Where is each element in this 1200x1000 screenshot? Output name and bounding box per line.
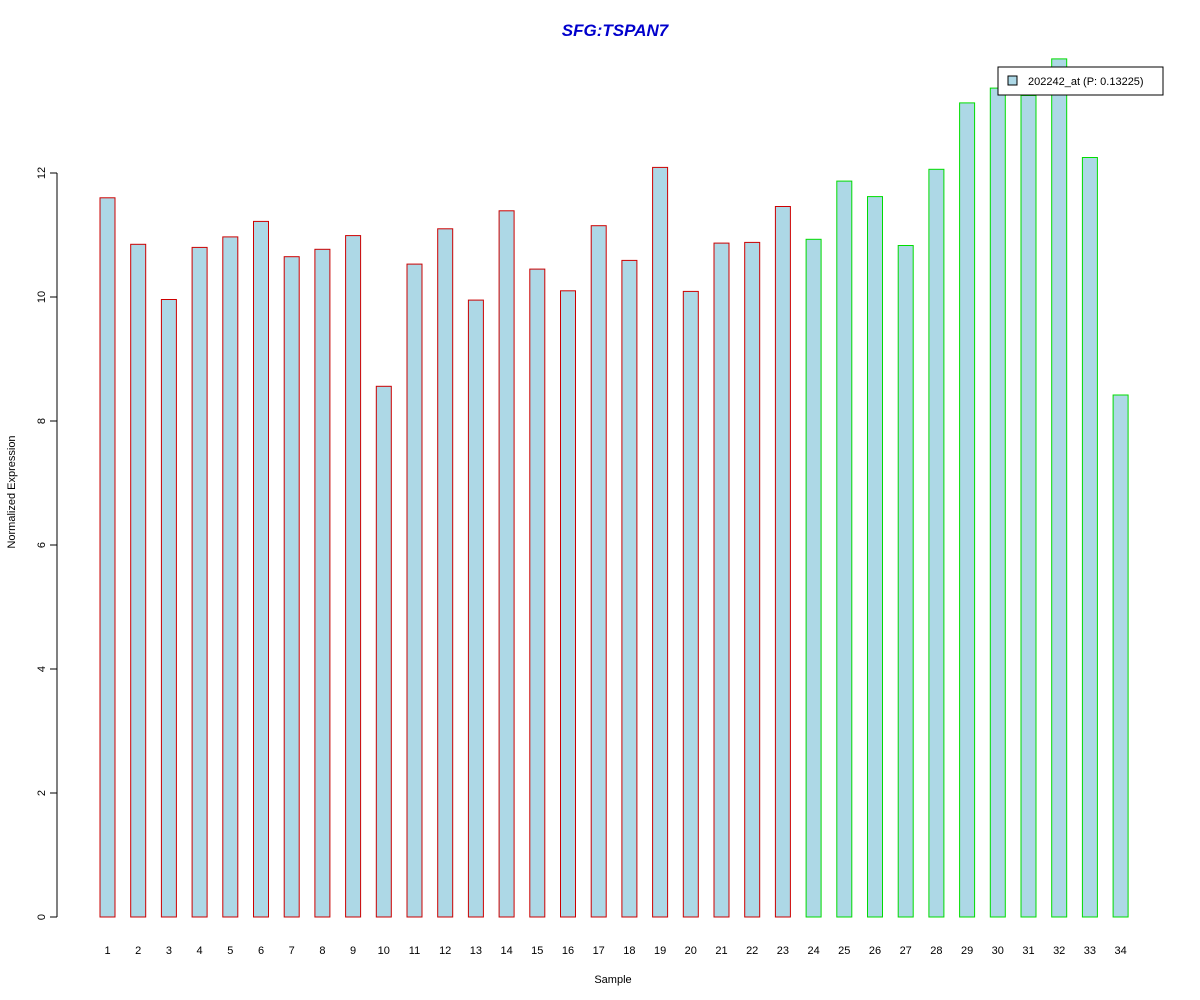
x-tick-label: 18 [623, 945, 635, 957]
bar [253, 220, 269, 918]
x-tick-label: 8 [319, 945, 325, 957]
x-tick-label: 30 [992, 945, 1004, 957]
x-tick-label: 12 [439, 945, 451, 957]
y-tick-label: 6 [36, 542, 48, 548]
y-tick-label: 2 [36, 790, 48, 796]
x-tick-label: 2 [135, 945, 141, 957]
x-tick-label: 15 [531, 945, 543, 957]
bar [314, 248, 331, 918]
bar [191, 246, 208, 918]
x-tick-label: 5 [227, 945, 233, 957]
bar [1112, 394, 1129, 918]
x-tick-label: 6 [258, 945, 264, 957]
bar [897, 245, 914, 918]
legend-swatch [1007, 75, 1018, 86]
bar [130, 243, 147, 918]
y-tick-label: 12 [36, 167, 48, 179]
bar [774, 206, 791, 918]
y-tick-label: 0 [36, 914, 48, 920]
x-tick-label: 23 [777, 945, 789, 957]
bars [99, 58, 1129, 918]
bar [1020, 95, 1037, 918]
x-tick-label: 3 [166, 945, 172, 957]
x-tick-label: 9 [350, 945, 356, 957]
bar [467, 299, 484, 918]
bar [529, 268, 546, 918]
x-tick-label: 1 [104, 945, 110, 957]
bar [1051, 58, 1068, 918]
legend: 202242_at (P: 0.13225) [997, 66, 1164, 96]
bar [867, 196, 883, 918]
x-tick-label: 24 [807, 945, 819, 957]
x-tick-label: 33 [1084, 945, 1096, 957]
bar [836, 180, 853, 918]
bar [560, 290, 576, 918]
bar [989, 87, 1006, 918]
bar [498, 210, 515, 918]
x-tick-label: 7 [289, 945, 295, 957]
bar [1081, 157, 1098, 918]
x-tick-label: 11 [409, 945, 420, 957]
x-tick-label: 20 [685, 945, 697, 957]
bar [682, 290, 699, 918]
bar [590, 225, 607, 918]
x-tick-label: 31 [1022, 945, 1034, 957]
x-tick-label: 34 [1114, 945, 1126, 957]
x-tick-label: 21 [715, 945, 727, 957]
x-tick-label: 19 [654, 945, 666, 957]
x-tick-label: 16 [562, 945, 574, 957]
bar [160, 299, 177, 918]
y-tick-label: 10 [36, 291, 48, 303]
bar [345, 235, 362, 918]
bar [99, 197, 116, 918]
bar [652, 166, 669, 918]
x-tick-label: 28 [930, 945, 942, 957]
x-tick-label: 29 [961, 945, 973, 957]
bar [406, 263, 423, 918]
bar [959, 102, 976, 918]
chart-title: SFG:TSPAN7 [562, 21, 670, 40]
x-tick-label: 32 [1053, 945, 1065, 957]
legend-box [997, 66, 1164, 96]
y-axis: 0 2 4 6 8 10 12 [36, 167, 58, 920]
y-tick-label: 4 [36, 666, 48, 672]
y-tick-label: 8 [36, 418, 48, 424]
bar [713, 242, 730, 918]
x-axis-tick-labels: 1 2 3 4 5 6 7 8 9 10 11 12 13 14 15 16 17 18 19 20 21 22 23 24 2… [104, 945, 1126, 957]
x-tick-label: 10 [378, 945, 390, 957]
bar [805, 238, 822, 918]
x-tick-label: 13 [470, 945, 482, 957]
x-tick-label: 22 [746, 945, 758, 957]
y-axis-label: Normalized Expression [6, 435, 18, 548]
x-tick-label: 17 [593, 945, 605, 957]
bar [437, 228, 454, 918]
x-tick-label: 27 [900, 945, 912, 957]
x-tick-label: 4 [197, 945, 203, 957]
legend-label: 202242_at (P: 0.13225) [1028, 76, 1144, 88]
bar [222, 236, 239, 918]
x-tick-label: 26 [869, 945, 881, 957]
bar [283, 256, 300, 918]
bar [928, 168, 945, 918]
x-axis-label: Sample [594, 974, 631, 986]
bar [621, 259, 638, 918]
x-tick-label: 14 [500, 945, 512, 957]
bar [744, 241, 761, 918]
x-tick-label: 25 [838, 945, 850, 957]
bar [375, 385, 392, 918]
